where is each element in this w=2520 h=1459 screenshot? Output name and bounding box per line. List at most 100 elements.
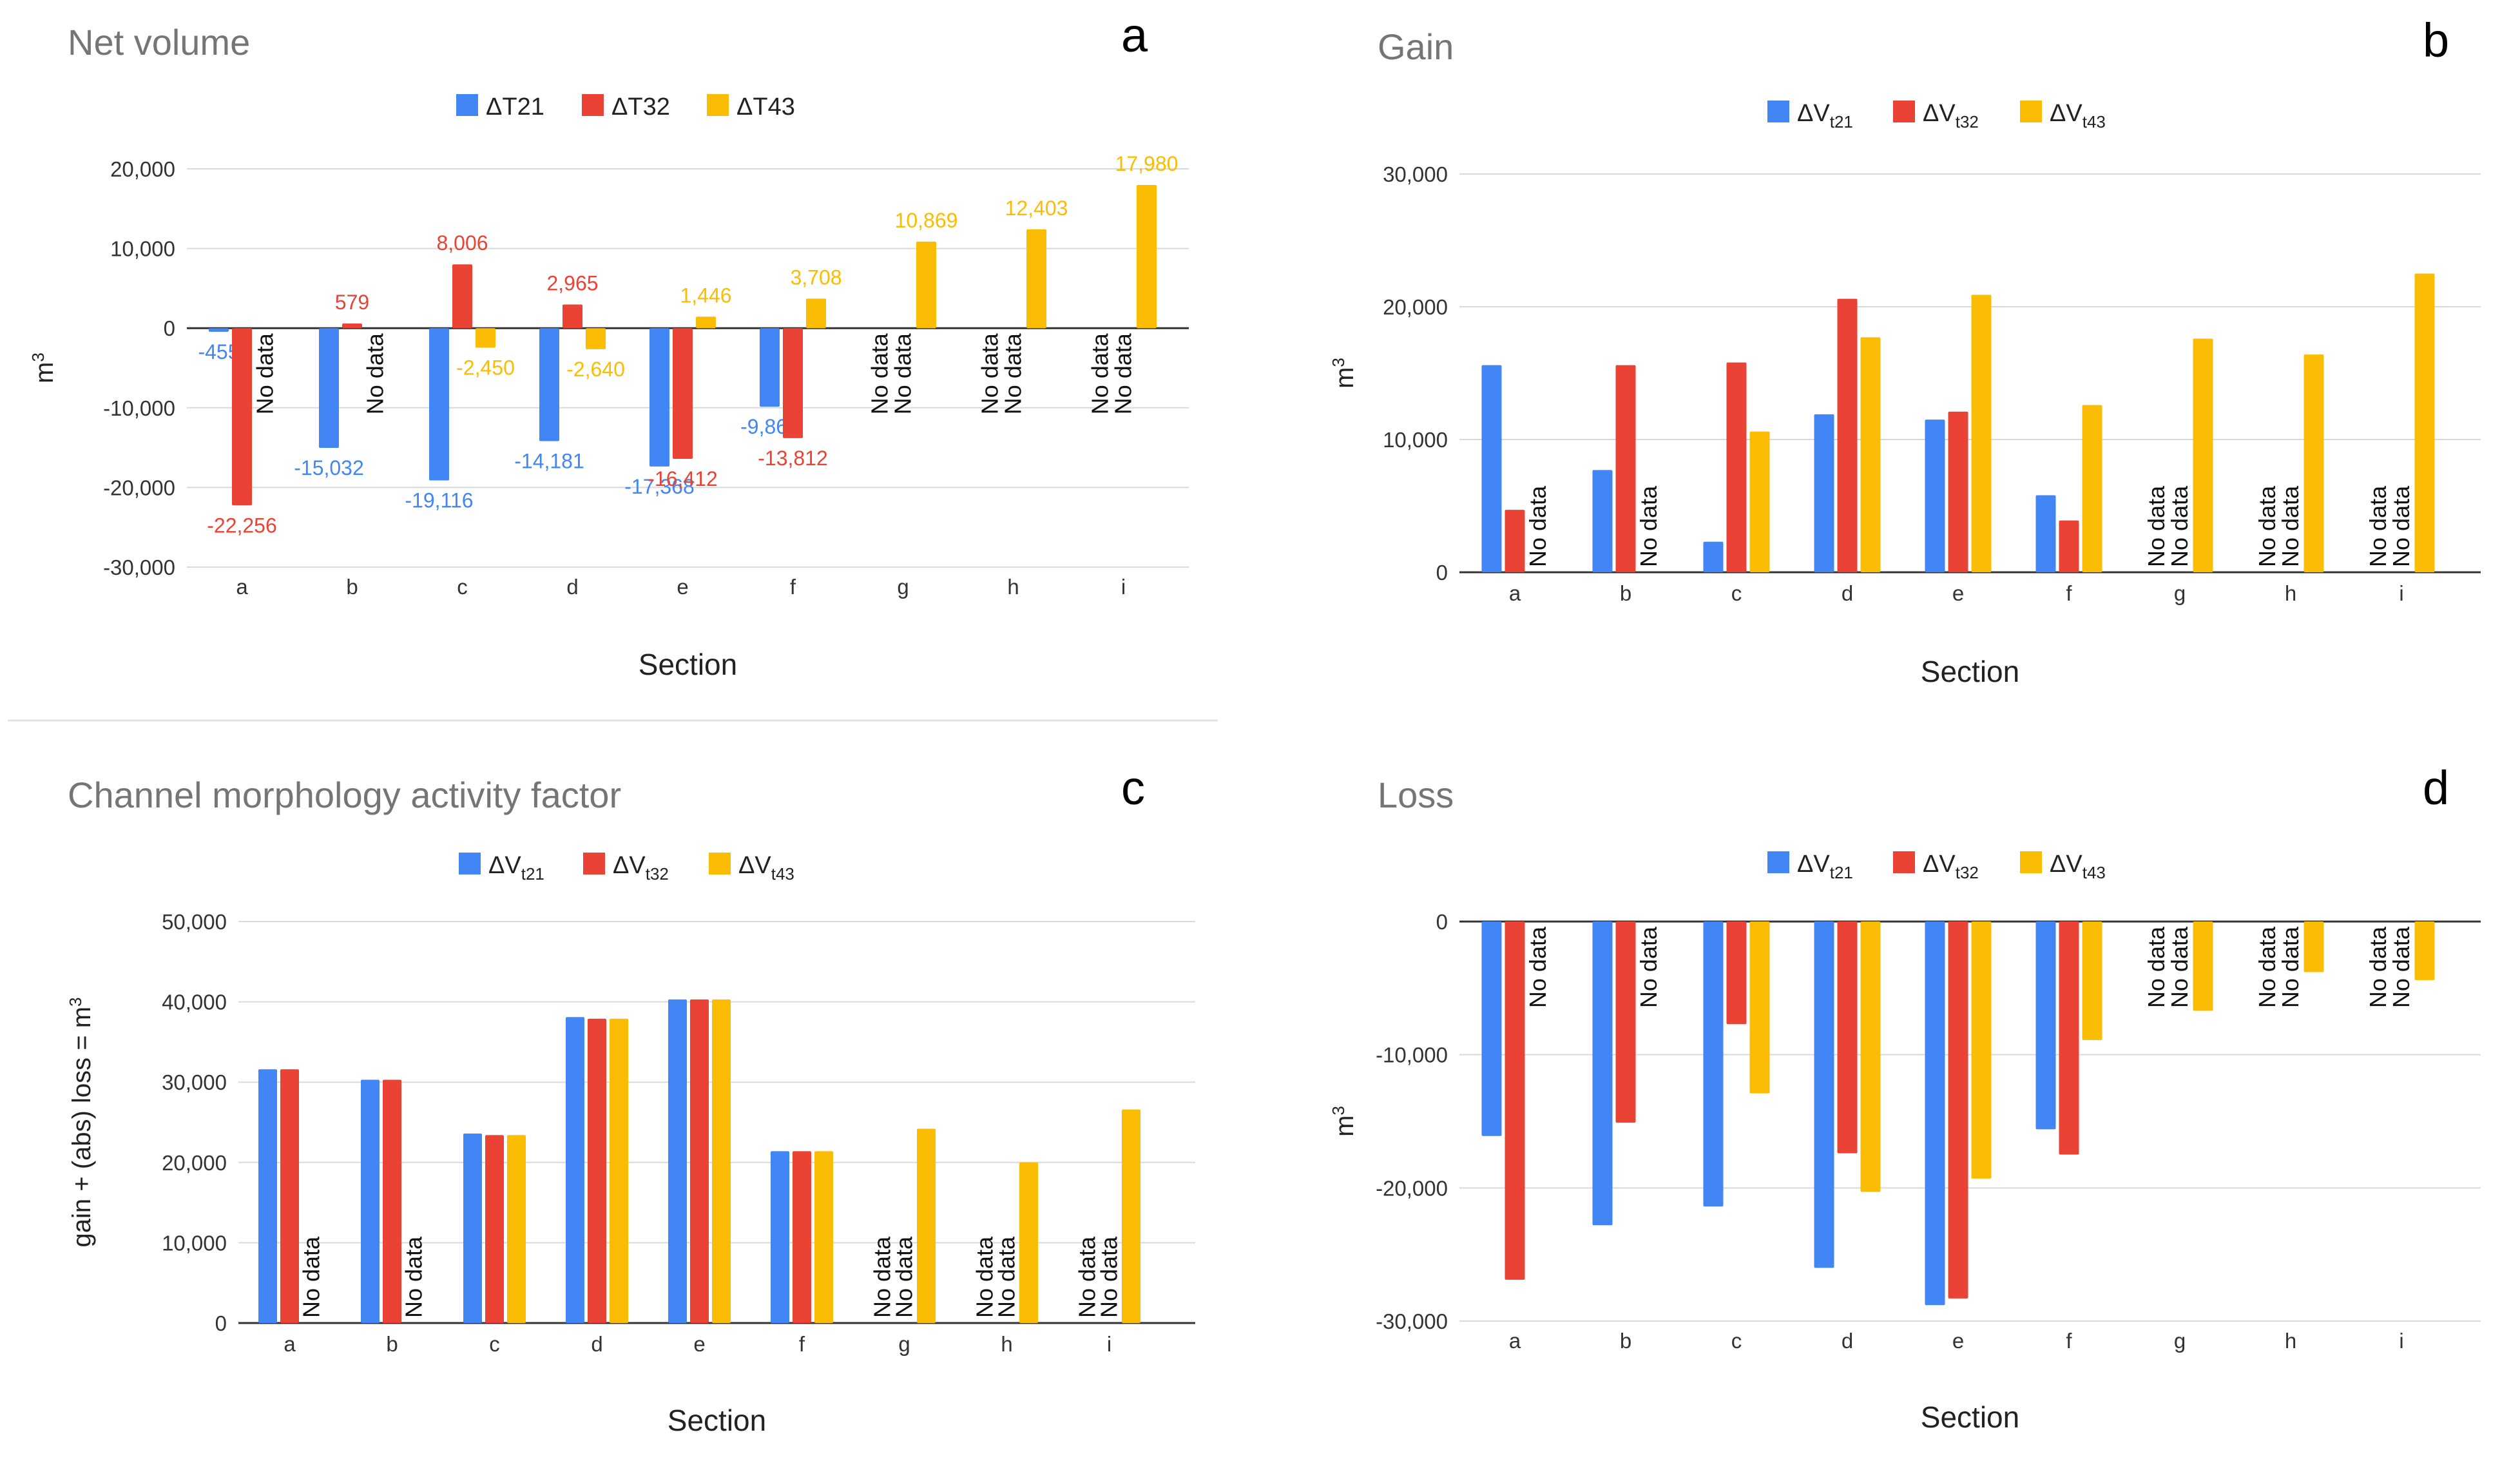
no-data-label: No data bbox=[1096, 1236, 1122, 1318]
data-label: 17,980 bbox=[1115, 152, 1178, 175]
panel-letter: d bbox=[2423, 761, 2449, 815]
x-tick-label: b bbox=[386, 1332, 398, 1356]
no-data-label: No data bbox=[2277, 926, 2304, 1008]
x-tick-label: g bbox=[2174, 581, 2186, 605]
x-tick-label: i bbox=[2399, 1329, 2403, 1353]
y-tick-label: 40,000 bbox=[162, 990, 227, 1014]
y-tick-label: 30,000 bbox=[1383, 162, 1448, 186]
data-label: -22,256 bbox=[207, 514, 277, 537]
bar bbox=[916, 242, 936, 328]
data-label: 10,869 bbox=[895, 209, 958, 232]
bar bbox=[2036, 496, 2056, 572]
bar bbox=[1972, 295, 1992, 572]
bar bbox=[2193, 922, 2213, 1010]
x-tick-label: f bbox=[2066, 1329, 2072, 1353]
legend-swatch bbox=[2020, 851, 2042, 873]
data-label: -16,412 bbox=[648, 467, 718, 490]
bar bbox=[814, 1151, 833, 1323]
y-tick-label: 10,000 bbox=[110, 237, 175, 261]
bar bbox=[1482, 365, 1502, 572]
no-data-label: No data bbox=[1000, 333, 1026, 414]
bar bbox=[1972, 922, 1992, 1179]
panel-letter: b bbox=[2423, 14, 2449, 67]
chart-title: Net volume bbox=[68, 22, 250, 63]
no-data-label: No data bbox=[2277, 485, 2304, 567]
no-data-label: No data bbox=[298, 1236, 325, 1318]
x-axis-label: Section bbox=[1921, 1400, 2019, 1434]
no-data-label: No data bbox=[2166, 485, 2193, 567]
bar bbox=[485, 1135, 504, 1323]
y-tick-label: -20,000 bbox=[1376, 1176, 1448, 1200]
y-tick-label: -20,000 bbox=[103, 476, 175, 499]
bar bbox=[361, 1079, 380, 1323]
x-tick-label: i bbox=[1121, 575, 1126, 599]
bar bbox=[1616, 365, 1636, 572]
bar bbox=[319, 328, 339, 448]
x-tick-label: d bbox=[1842, 1329, 1853, 1353]
no-data-label: No data bbox=[1635, 926, 1662, 1008]
bar bbox=[1925, 420, 1945, 572]
x-tick-label: b bbox=[346, 575, 358, 599]
bar bbox=[1593, 922, 1613, 1225]
bar bbox=[1137, 185, 1157, 328]
bar bbox=[1026, 229, 1046, 328]
y-axis-label: gain + (abs) loss = m3 bbox=[66, 998, 96, 1248]
data-label: -19,116 bbox=[405, 488, 473, 512]
no-data-label: No data bbox=[1635, 485, 1662, 567]
x-tick-label: d bbox=[566, 575, 578, 599]
no-data-label: No data bbox=[2143, 485, 2169, 567]
bar bbox=[1593, 470, 1613, 572]
bar bbox=[696, 316, 716, 328]
legend-label-t32: ΔT32 bbox=[611, 93, 670, 121]
bar bbox=[1861, 922, 1881, 1192]
no-data-label: No data bbox=[1110, 333, 1137, 414]
x-tick-label: c bbox=[1731, 581, 1742, 605]
no-data-label: No data bbox=[362, 333, 389, 414]
y-tick-label: 30,000 bbox=[162, 1070, 227, 1094]
bar bbox=[280, 1069, 299, 1323]
no-data-label: No data bbox=[1525, 926, 1551, 1008]
data-label: 579 bbox=[335, 291, 369, 314]
no-data-label: No data bbox=[1525, 485, 1551, 567]
no-data-label: No data bbox=[891, 1236, 918, 1318]
bar bbox=[712, 1000, 731, 1323]
bar bbox=[2059, 922, 2079, 1155]
data-label: -15,032 bbox=[294, 456, 364, 479]
bar bbox=[793, 1151, 811, 1323]
x-tick-label: a bbox=[236, 575, 248, 599]
no-data-label: No data bbox=[2166, 926, 2193, 1008]
x-tick-label: d bbox=[1842, 581, 1853, 605]
x-tick-label: f bbox=[790, 575, 796, 599]
x-tick-label: a bbox=[284, 1332, 296, 1356]
data-label: 8,006 bbox=[436, 231, 488, 255]
bar bbox=[1482, 922, 1502, 1136]
y-tick-label: 50,000 bbox=[162, 910, 227, 934]
bar bbox=[2082, 405, 2102, 572]
data-label: -2,640 bbox=[566, 358, 625, 381]
bar bbox=[760, 328, 780, 407]
x-tick-label: f bbox=[2066, 581, 2072, 605]
bar bbox=[783, 328, 803, 438]
data-label: -13,812 bbox=[758, 447, 828, 470]
no-data-label: No data bbox=[252, 333, 278, 414]
bar bbox=[1948, 922, 1968, 1299]
legend-swatch bbox=[707, 94, 729, 116]
bar bbox=[1505, 922, 1525, 1280]
y-tick-label: 10,000 bbox=[162, 1231, 227, 1255]
no-data-label: No data bbox=[2254, 485, 2280, 567]
y-tick-label: 0 bbox=[1436, 910, 1448, 934]
bar bbox=[452, 264, 472, 328]
chart-title: Channel morphology activity factor bbox=[68, 775, 621, 815]
y-tick-label: -30,000 bbox=[103, 556, 175, 579]
bar bbox=[1505, 510, 1525, 572]
bar bbox=[507, 1135, 526, 1323]
x-axis-label: Section bbox=[639, 648, 737, 681]
legend-swatch bbox=[1767, 851, 1789, 873]
x-tick-label: h bbox=[1007, 575, 1019, 599]
y-tick-label: 20,000 bbox=[1383, 295, 1448, 319]
no-data-label: No data bbox=[2254, 926, 2280, 1008]
figure: Net volumeaΔT21ΔT32ΔT4320,00010,0000-10,… bbox=[0, 0, 2520, 1459]
no-data-label: No data bbox=[2388, 485, 2414, 567]
bar bbox=[232, 328, 252, 505]
y-tick-label: -10,000 bbox=[1376, 1043, 1448, 1067]
